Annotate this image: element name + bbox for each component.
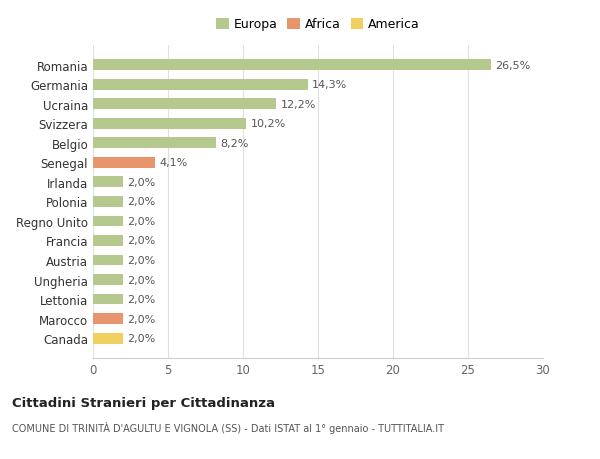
Bar bbox=[93, 177, 123, 188]
Text: 2,0%: 2,0% bbox=[128, 334, 156, 343]
Bar bbox=[93, 294, 123, 305]
Text: 14,3%: 14,3% bbox=[312, 80, 347, 90]
Text: 2,0%: 2,0% bbox=[128, 178, 156, 187]
Bar bbox=[93, 235, 123, 246]
Text: 4,1%: 4,1% bbox=[159, 158, 187, 168]
Text: 2,0%: 2,0% bbox=[128, 314, 156, 324]
Text: 2,0%: 2,0% bbox=[128, 236, 156, 246]
Bar bbox=[93, 157, 155, 168]
Text: Cittadini Stranieri per Cittadinanza: Cittadini Stranieri per Cittadinanza bbox=[12, 396, 275, 409]
Bar bbox=[93, 255, 123, 266]
Text: 8,2%: 8,2% bbox=[221, 139, 249, 148]
Text: 2,0%: 2,0% bbox=[128, 295, 156, 304]
Bar bbox=[93, 196, 123, 207]
Bar bbox=[93, 216, 123, 227]
Bar bbox=[93, 333, 123, 344]
Bar bbox=[93, 118, 246, 129]
Text: 2,0%: 2,0% bbox=[128, 217, 156, 226]
Text: 26,5%: 26,5% bbox=[495, 61, 530, 70]
Text: 2,0%: 2,0% bbox=[128, 197, 156, 207]
Text: COMUNE DI TRINITÀ D'AGULTU E VIGNOLA (SS) - Dati ISTAT al 1° gennaio - TUTTITALI: COMUNE DI TRINITÀ D'AGULTU E VIGNOLA (SS… bbox=[12, 421, 444, 433]
Bar bbox=[93, 313, 123, 325]
Bar bbox=[93, 138, 216, 149]
Text: 2,0%: 2,0% bbox=[128, 256, 156, 265]
Bar bbox=[93, 274, 123, 285]
Legend: Europa, Africa, America: Europa, Africa, America bbox=[212, 15, 424, 35]
Bar bbox=[93, 79, 308, 90]
Bar bbox=[93, 99, 276, 110]
Text: 10,2%: 10,2% bbox=[251, 119, 286, 129]
Text: 2,0%: 2,0% bbox=[128, 275, 156, 285]
Text: 12,2%: 12,2% bbox=[281, 100, 316, 109]
Bar bbox=[93, 60, 491, 71]
